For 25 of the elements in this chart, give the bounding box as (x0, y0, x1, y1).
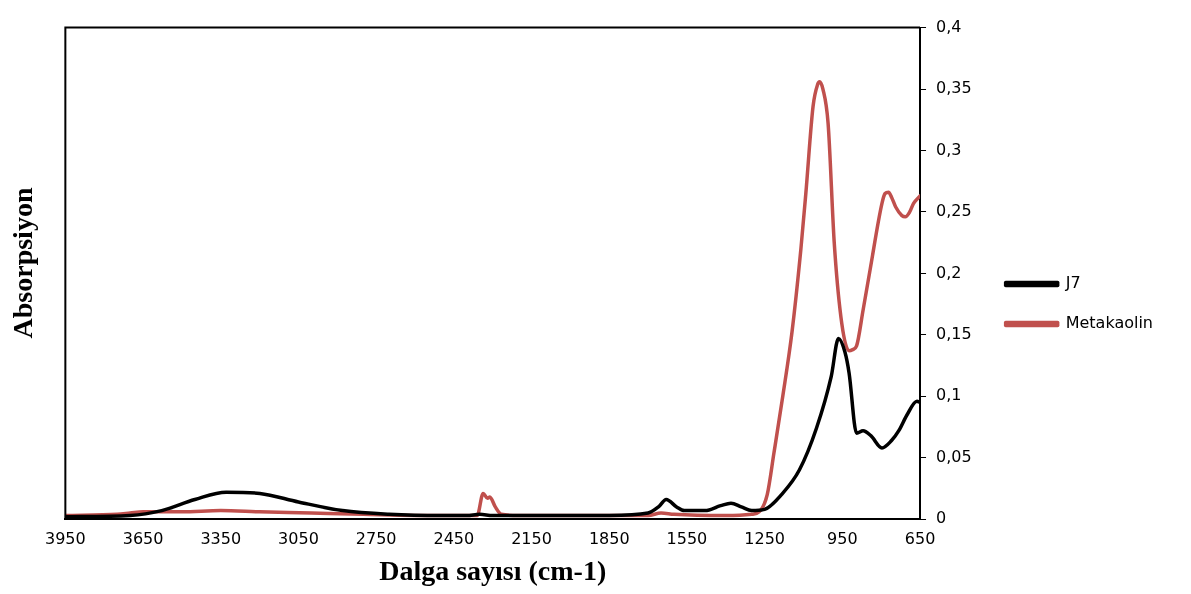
y-tick-label: 0,1 (936, 385, 962, 405)
x-tick-label: 3950 (45, 528, 86, 548)
y-tick-label: 0,2 (936, 262, 962, 282)
x-tick-label: 650 (904, 528, 936, 548)
y-tick-label: 0,05 (936, 446, 972, 466)
x-tick-label: 2750 (355, 528, 397, 548)
y-tick-label: 0 (936, 508, 947, 528)
x-tick-label: 2150 (511, 528, 552, 548)
y-tick-label: 0,3 (936, 139, 962, 159)
y-tick-label: 0,35 (936, 78, 972, 98)
y-axis-title: Absorpsiyon (7, 187, 39, 339)
y-tick-label: 0,15 (936, 324, 972, 344)
x-tick-label: 3350 (200, 528, 242, 548)
x-tick-label: 950 (827, 528, 858, 548)
legend-label: J7 (1064, 273, 1081, 293)
legend-label: Metakaolin (1065, 313, 1154, 333)
x-tick-label: 2450 (433, 528, 475, 548)
y-tick-label: 0,25 (936, 201, 972, 221)
x-tick-label: 3650 (122, 528, 164, 548)
x-tick-label: 3050 (278, 528, 319, 548)
x-tick-label: 1850 (588, 528, 630, 548)
x-tick-label: 1250 (744, 528, 785, 548)
x-tick-label: 1550 (666, 528, 708, 548)
x-axis-title: Dalga sayısı (cm-1) (379, 555, 607, 587)
y-tick-label: 0,4 (936, 16, 962, 36)
